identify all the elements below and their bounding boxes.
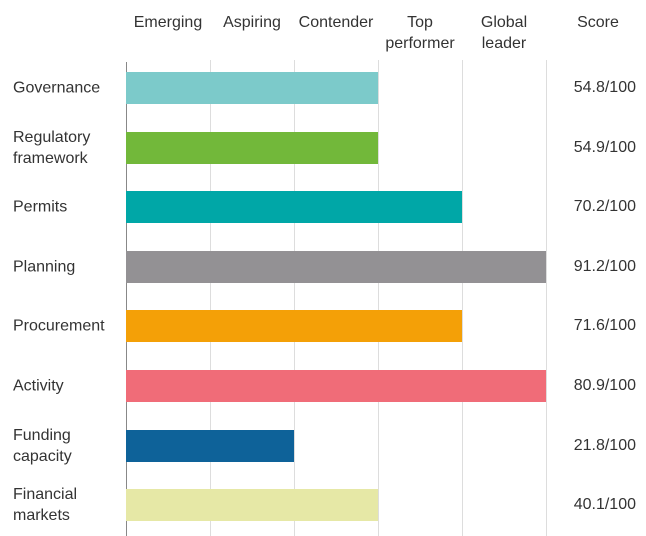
category-label: Procurement bbox=[13, 317, 105, 335]
bar bbox=[126, 250, 546, 283]
grid-line bbox=[545, 60, 547, 536]
grid-line bbox=[377, 60, 379, 536]
score-label: 54.9/100 bbox=[573, 138, 636, 156]
score-label: 21.8/100 bbox=[573, 436, 636, 454]
bar bbox=[126, 370, 546, 402]
bar bbox=[126, 131, 378, 164]
category-label: Governance bbox=[13, 79, 101, 97]
tier-label: Aspiring bbox=[223, 14, 281, 31]
category-label: Financial markets bbox=[13, 486, 78, 525]
category-label: Permits bbox=[13, 198, 68, 216]
category-label: Activity bbox=[13, 377, 64, 395]
axis-line bbox=[125, 62, 127, 536]
tier-label: Top performer bbox=[385, 14, 455, 52]
tier-label: Contender bbox=[298, 14, 374, 31]
score-label: 71.6/100 bbox=[573, 317, 636, 335]
category-label: Regulatory framework bbox=[13, 128, 91, 167]
bar bbox=[126, 72, 378, 104]
bar bbox=[126, 489, 378, 522]
grid-line bbox=[293, 60, 295, 536]
bar bbox=[126, 310, 462, 343]
grid-line bbox=[209, 60, 211, 536]
bar bbox=[126, 191, 462, 224]
bar bbox=[126, 429, 294, 462]
score-label: 80.9/100 bbox=[573, 377, 636, 394]
score-label: 70.2/100 bbox=[573, 198, 636, 216]
score-label: 91.2/100 bbox=[573, 257, 636, 275]
grid-line bbox=[461, 60, 463, 536]
tier-label: Global leader bbox=[480, 14, 528, 52]
tier-label: Emerging bbox=[133, 14, 203, 31]
score-label: 54.8/100 bbox=[573, 79, 636, 96]
score-label: 40.1/100 bbox=[573, 496, 636, 514]
category-label: Funding capacity bbox=[13, 426, 72, 465]
score-header: Score bbox=[577, 14, 619, 31]
category-label: Planning bbox=[13, 258, 76, 276]
